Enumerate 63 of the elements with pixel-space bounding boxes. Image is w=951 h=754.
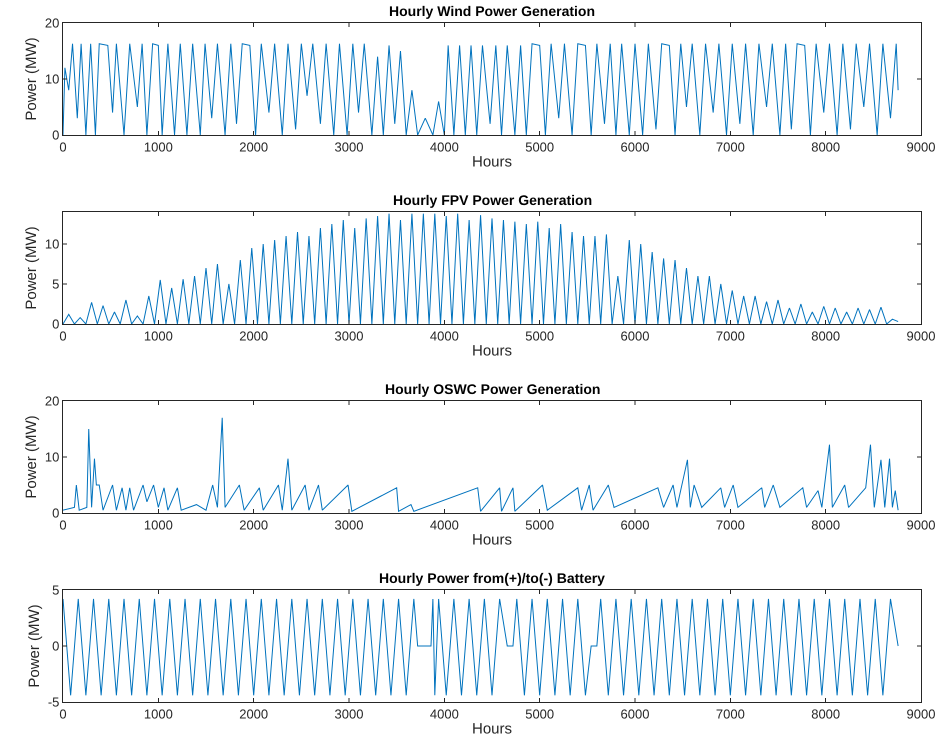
y-tick-label: 0: [52, 506, 60, 521]
x-tick-label: 4000: [430, 518, 459, 533]
x-tick-label: 8000: [811, 328, 840, 344]
y-tick-label: 0: [52, 128, 60, 143]
y-tick-label: 0: [52, 638, 60, 654]
y-tick-label: 10: [44, 450, 60, 465]
x-tick-label: 8000: [811, 706, 840, 722]
line-series: [63, 213, 899, 324]
x-tick-label: 7000: [716, 328, 745, 344]
x-tick-label: 8000: [811, 140, 840, 155]
x-tick-label: 6000: [620, 706, 650, 722]
y-axis-title: Power (MW): [23, 37, 40, 121]
y-axis-title: Power (MW): [23, 415, 40, 499]
x-axis-title: Hours: [472, 342, 512, 360]
x-tick-label: 9000: [906, 518, 936, 533]
y-axis-title: Power (MW): [23, 226, 40, 310]
chart-title: Hourly FPV Power Generation: [393, 192, 592, 208]
x-tick-label: 5000: [525, 328, 554, 344]
y-tick-label: -5: [48, 694, 60, 710]
x-tick-label: 5000: [525, 706, 554, 722]
x-tick-label: 2000: [239, 706, 268, 722]
y-tick-label: 0: [52, 316, 60, 332]
x-tick-label: 1000: [144, 140, 173, 155]
x-tick-label: 9000: [906, 328, 936, 344]
y-axis-title: Power (MW): [26, 604, 44, 688]
x-tick-label: 7000: [716, 706, 745, 722]
y-tick-label: 10: [44, 72, 60, 87]
x-axis-title: Hours: [472, 532, 512, 549]
y-tick-label: 10: [44, 236, 60, 252]
x-axis-title: Hours: [472, 720, 512, 738]
x-tick-label: 4000: [430, 328, 459, 344]
x-tick-label: 9000: [906, 140, 936, 155]
chart-title: Hourly OSWC Power Generation: [385, 381, 600, 397]
x-tick-label: 3000: [334, 706, 364, 722]
x-tick-label: 6000: [620, 518, 650, 533]
x-tick-label: 3000: [334, 140, 364, 155]
x-tick-label: 5000: [525, 140, 554, 155]
y-tick-label: 20: [44, 16, 60, 31]
x-tick-label: 4000: [430, 706, 459, 722]
x-tick-label: 7000: [716, 518, 745, 533]
line-series: [63, 43, 899, 135]
x-tick-label: 6000: [620, 140, 650, 155]
chart-title: Hourly Power from(+)/to(-) Battery: [379, 570, 606, 586]
x-tick-label: 2000: [239, 518, 268, 533]
line-series: [63, 417, 899, 512]
y-tick-label: 20: [44, 394, 60, 409]
x-tick-label: 3000: [334, 518, 364, 533]
y-tick-label: 5: [52, 582, 60, 598]
x-tick-label: 8000: [811, 518, 840, 533]
x-tick-label: 5000: [525, 518, 554, 533]
x-tick-label: 2000: [239, 140, 268, 155]
x-tick-label: 2000: [239, 328, 268, 344]
x-tick-label: 1000: [144, 706, 173, 722]
x-tick-label: 9000: [906, 706, 936, 722]
x-tick-label: 6000: [620, 328, 650, 344]
chart-title: Hourly Wind Power Generation: [389, 3, 596, 19]
x-tick-label: 4000: [430, 140, 459, 155]
x-tick-label: 3000: [334, 328, 364, 344]
x-tick-label: 7000: [716, 140, 745, 155]
x-axis-title: Hours: [472, 154, 512, 171]
x-tick-label: 1000: [144, 328, 173, 344]
x-tick-label: 1000: [144, 518, 173, 533]
y-tick-label: 5: [52, 276, 60, 292]
